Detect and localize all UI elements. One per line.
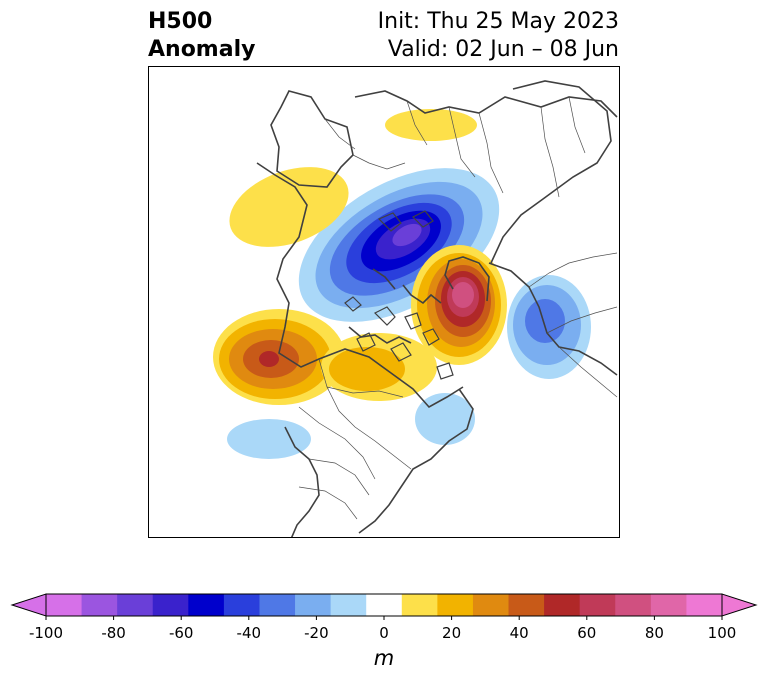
title-line-1: H500 — [148, 9, 213, 34]
colorbar-extend-low — [10, 593, 47, 617]
colorbar-tick-label: -20 — [304, 624, 329, 642]
colorbar-segment — [366, 594, 403, 616]
colorbar-tick-label: -100 — [28, 624, 64, 642]
colorbar-segment — [650, 594, 687, 616]
colorbar-unit: m — [373, 646, 395, 670]
arctic-islands — [344, 210, 454, 380]
negative-anomaly-lower-left — [227, 419, 311, 459]
title-line-2: Anomaly — [148, 37, 256, 62]
colorbar-segment — [437, 594, 474, 616]
colorbar-tick-label: 100 — [707, 624, 737, 642]
colorbar-segment — [615, 594, 652, 616]
colorbar-segment — [81, 594, 118, 616]
map-dates: Init: Thu 25 May 2023 Valid: 02 Jun – 08… — [378, 8, 619, 64]
colorbar-segment — [46, 594, 83, 616]
valid-date: Valid: 02 Jun – 08 Jun — [387, 37, 619, 62]
colorbar-segment — [508, 594, 545, 616]
negative-anomaly-right — [507, 275, 591, 379]
colorbar — [10, 593, 758, 620]
colorbar-tick-label: -80 — [101, 624, 126, 642]
colorbar-tick-label: 0 — [379, 624, 389, 642]
colorbar-tick-label: 20 — [442, 624, 462, 642]
colorbar-segment — [401, 594, 438, 616]
colorbar-segment — [259, 594, 296, 616]
colorbar-tick-label: 80 — [644, 624, 664, 642]
colorbar-segment — [472, 594, 510, 616]
init-date: Init: Thu 25 May 2023 — [377, 9, 619, 34]
positive-anomaly-north — [385, 109, 477, 141]
map-title: H500 Anomaly — [148, 8, 255, 64]
colorbar-segment — [223, 594, 260, 616]
colorbar-segment — [117, 594, 154, 616]
colorbar-segment — [295, 594, 332, 616]
colorbar-segment — [544, 594, 581, 616]
colorbar-segment — [188, 594, 225, 616]
anomaly-map — [148, 66, 620, 538]
colorbar-segment — [579, 594, 616, 616]
colorbar-segment — [686, 594, 723, 616]
colorbar-segment — [330, 594, 367, 616]
colorbar-tick-label: -40 — [236, 624, 262, 642]
colorbar-extend-high — [721, 593, 758, 617]
colorbar-tick-label: 60 — [577, 624, 597, 642]
positive-anomaly-greenland — [213, 309, 345, 405]
colorbar-tick-label: -60 — [168, 624, 194, 642]
colorbar-segment — [152, 594, 189, 616]
political-borders — [298, 96, 618, 520]
colorbar-tick-label: 40 — [509, 624, 529, 642]
map-canvas — [213, 80, 618, 537]
